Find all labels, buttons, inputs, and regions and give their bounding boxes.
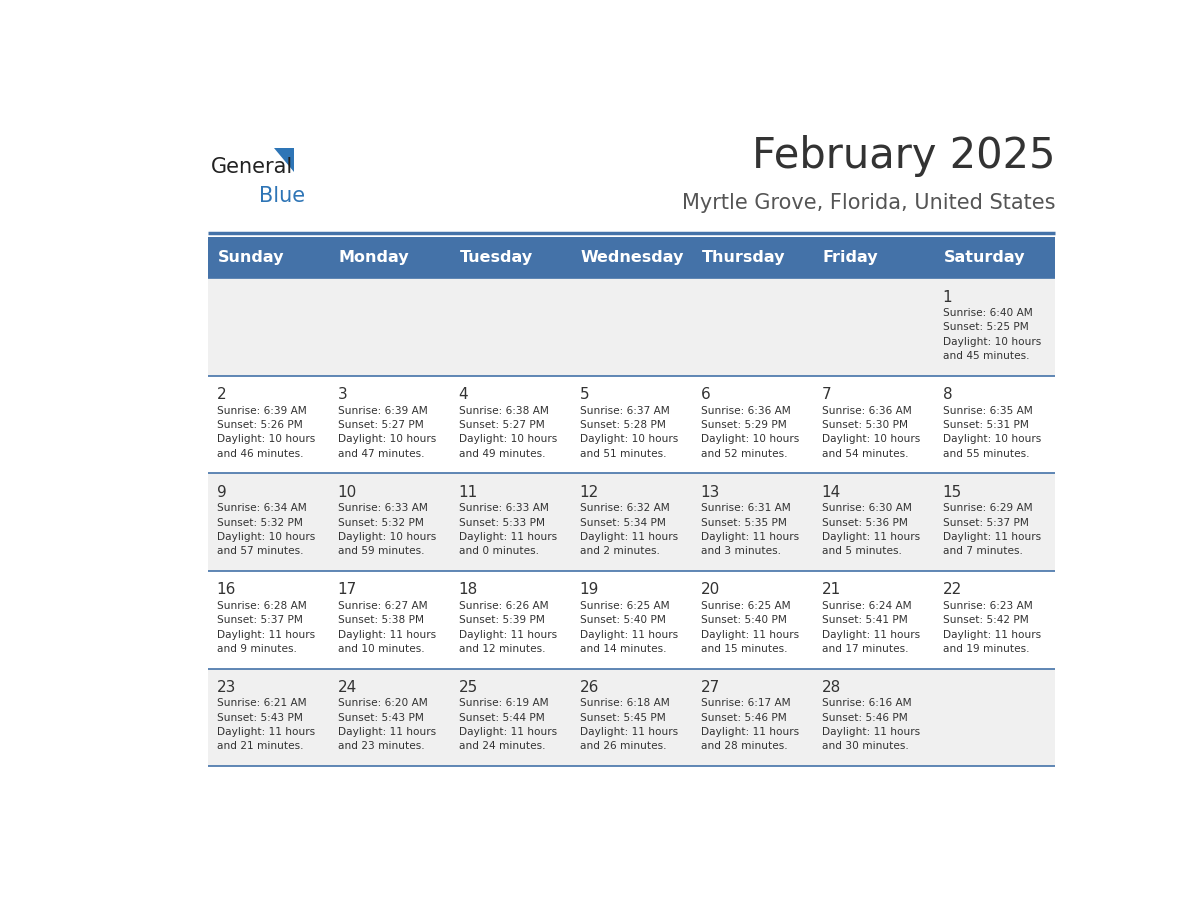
Text: Sunrise: 6:16 AM
Sunset: 5:46 PM
Daylight: 11 hours
and 30 minutes.: Sunrise: 6:16 AM Sunset: 5:46 PM Dayligh… xyxy=(822,699,920,752)
Text: 11: 11 xyxy=(459,485,478,499)
Text: 20: 20 xyxy=(701,582,720,598)
Text: 4: 4 xyxy=(459,387,468,402)
Text: Sunrise: 6:26 AM
Sunset: 5:39 PM
Daylight: 11 hours
and 12 minutes.: Sunrise: 6:26 AM Sunset: 5:39 PM Dayligh… xyxy=(459,600,557,654)
Text: 26: 26 xyxy=(580,680,599,695)
Text: February 2025: February 2025 xyxy=(752,135,1055,177)
Text: Sunrise: 6:33 AM
Sunset: 5:32 PM
Daylight: 10 hours
and 59 minutes.: Sunrise: 6:33 AM Sunset: 5:32 PM Dayligh… xyxy=(337,503,436,556)
Text: 18: 18 xyxy=(459,582,478,598)
Text: Tuesday: Tuesday xyxy=(460,251,532,265)
FancyBboxPatch shape xyxy=(208,474,1055,571)
Text: Sunrise: 6:23 AM
Sunset: 5:42 PM
Daylight: 11 hours
and 19 minutes.: Sunrise: 6:23 AM Sunset: 5:42 PM Dayligh… xyxy=(942,600,1041,654)
Text: Saturday: Saturday xyxy=(943,251,1025,265)
Text: 3: 3 xyxy=(337,387,347,402)
Text: Sunrise: 6:25 AM
Sunset: 5:40 PM
Daylight: 11 hours
and 15 minutes.: Sunrise: 6:25 AM Sunset: 5:40 PM Dayligh… xyxy=(701,600,798,654)
Text: Friday: Friday xyxy=(822,251,878,265)
Text: 24: 24 xyxy=(337,680,356,695)
Text: Sunrise: 6:33 AM
Sunset: 5:33 PM
Daylight: 11 hours
and 0 minutes.: Sunrise: 6:33 AM Sunset: 5:33 PM Dayligh… xyxy=(459,503,557,556)
Text: Thursday: Thursday xyxy=(702,251,785,265)
Text: 17: 17 xyxy=(337,582,356,598)
Text: 15: 15 xyxy=(942,485,962,499)
Text: Wednesday: Wednesday xyxy=(581,251,684,265)
Text: Sunrise: 6:25 AM
Sunset: 5:40 PM
Daylight: 11 hours
and 14 minutes.: Sunrise: 6:25 AM Sunset: 5:40 PM Dayligh… xyxy=(580,600,678,654)
Text: Sunrise: 6:28 AM
Sunset: 5:37 PM
Daylight: 11 hours
and 9 minutes.: Sunrise: 6:28 AM Sunset: 5:37 PM Dayligh… xyxy=(216,600,315,654)
Text: Sunrise: 6:34 AM
Sunset: 5:32 PM
Daylight: 10 hours
and 57 minutes.: Sunrise: 6:34 AM Sunset: 5:32 PM Dayligh… xyxy=(216,503,315,556)
Text: Sunrise: 6:36 AM
Sunset: 5:29 PM
Daylight: 10 hours
and 52 minutes.: Sunrise: 6:36 AM Sunset: 5:29 PM Dayligh… xyxy=(701,406,798,459)
Text: Sunrise: 6:40 AM
Sunset: 5:25 PM
Daylight: 10 hours
and 45 minutes.: Sunrise: 6:40 AM Sunset: 5:25 PM Dayligh… xyxy=(942,308,1041,362)
Polygon shape xyxy=(273,149,293,173)
Text: 1: 1 xyxy=(942,290,953,305)
Text: Sunrise: 6:24 AM
Sunset: 5:41 PM
Daylight: 11 hours
and 17 minutes.: Sunrise: 6:24 AM Sunset: 5:41 PM Dayligh… xyxy=(822,600,920,654)
Text: 14: 14 xyxy=(822,485,841,499)
Text: 7: 7 xyxy=(822,387,832,402)
Text: Sunrise: 6:21 AM
Sunset: 5:43 PM
Daylight: 11 hours
and 21 minutes.: Sunrise: 6:21 AM Sunset: 5:43 PM Dayligh… xyxy=(216,699,315,752)
Text: Sunrise: 6:39 AM
Sunset: 5:26 PM
Daylight: 10 hours
and 46 minutes.: Sunrise: 6:39 AM Sunset: 5:26 PM Dayligh… xyxy=(216,406,315,459)
Text: Sunrise: 6:18 AM
Sunset: 5:45 PM
Daylight: 11 hours
and 26 minutes.: Sunrise: 6:18 AM Sunset: 5:45 PM Dayligh… xyxy=(580,699,678,752)
Text: 27: 27 xyxy=(701,680,720,695)
Text: 25: 25 xyxy=(459,680,478,695)
Text: 13: 13 xyxy=(701,485,720,499)
Text: Sunday: Sunday xyxy=(217,251,284,265)
Text: Monday: Monday xyxy=(339,251,409,265)
FancyBboxPatch shape xyxy=(208,238,1055,278)
FancyBboxPatch shape xyxy=(208,278,1055,376)
Text: 5: 5 xyxy=(580,387,589,402)
Text: 28: 28 xyxy=(822,680,841,695)
FancyBboxPatch shape xyxy=(208,376,1055,474)
Text: Sunrise: 6:32 AM
Sunset: 5:34 PM
Daylight: 11 hours
and 2 minutes.: Sunrise: 6:32 AM Sunset: 5:34 PM Dayligh… xyxy=(580,503,678,556)
Text: 12: 12 xyxy=(580,485,599,499)
Text: Myrtle Grove, Florida, United States: Myrtle Grove, Florida, United States xyxy=(682,194,1055,214)
Text: Sunrise: 6:38 AM
Sunset: 5:27 PM
Daylight: 10 hours
and 49 minutes.: Sunrise: 6:38 AM Sunset: 5:27 PM Dayligh… xyxy=(459,406,557,459)
Text: 21: 21 xyxy=(822,582,841,598)
Text: Sunrise: 6:39 AM
Sunset: 5:27 PM
Daylight: 10 hours
and 47 minutes.: Sunrise: 6:39 AM Sunset: 5:27 PM Dayligh… xyxy=(337,406,436,459)
Text: Sunrise: 6:37 AM
Sunset: 5:28 PM
Daylight: 10 hours
and 51 minutes.: Sunrise: 6:37 AM Sunset: 5:28 PM Dayligh… xyxy=(580,406,678,459)
Text: Sunrise: 6:29 AM
Sunset: 5:37 PM
Daylight: 11 hours
and 7 minutes.: Sunrise: 6:29 AM Sunset: 5:37 PM Dayligh… xyxy=(942,503,1041,556)
Text: 22: 22 xyxy=(942,582,962,598)
Text: 19: 19 xyxy=(580,582,599,598)
Text: Sunrise: 6:36 AM
Sunset: 5:30 PM
Daylight: 10 hours
and 54 minutes.: Sunrise: 6:36 AM Sunset: 5:30 PM Dayligh… xyxy=(822,406,920,459)
FancyBboxPatch shape xyxy=(208,571,1055,668)
Text: Sunrise: 6:17 AM
Sunset: 5:46 PM
Daylight: 11 hours
and 28 minutes.: Sunrise: 6:17 AM Sunset: 5:46 PM Dayligh… xyxy=(701,699,798,752)
Text: 16: 16 xyxy=(216,582,236,598)
Text: Sunrise: 6:35 AM
Sunset: 5:31 PM
Daylight: 10 hours
and 55 minutes.: Sunrise: 6:35 AM Sunset: 5:31 PM Dayligh… xyxy=(942,406,1041,459)
Text: Sunrise: 6:30 AM
Sunset: 5:36 PM
Daylight: 11 hours
and 5 minutes.: Sunrise: 6:30 AM Sunset: 5:36 PM Dayligh… xyxy=(822,503,920,556)
Text: 6: 6 xyxy=(701,387,710,402)
Text: Sunrise: 6:27 AM
Sunset: 5:38 PM
Daylight: 11 hours
and 10 minutes.: Sunrise: 6:27 AM Sunset: 5:38 PM Dayligh… xyxy=(337,600,436,654)
Text: Sunrise: 6:19 AM
Sunset: 5:44 PM
Daylight: 11 hours
and 24 minutes.: Sunrise: 6:19 AM Sunset: 5:44 PM Dayligh… xyxy=(459,699,557,752)
Text: General: General xyxy=(211,157,293,176)
Text: Sunrise: 6:31 AM
Sunset: 5:35 PM
Daylight: 11 hours
and 3 minutes.: Sunrise: 6:31 AM Sunset: 5:35 PM Dayligh… xyxy=(701,503,798,556)
Text: 2: 2 xyxy=(216,387,226,402)
Text: 23: 23 xyxy=(216,680,236,695)
FancyBboxPatch shape xyxy=(208,668,1055,767)
Text: 10: 10 xyxy=(337,485,356,499)
Text: Sunrise: 6:20 AM
Sunset: 5:43 PM
Daylight: 11 hours
and 23 minutes.: Sunrise: 6:20 AM Sunset: 5:43 PM Dayligh… xyxy=(337,699,436,752)
Text: 8: 8 xyxy=(942,387,953,402)
Text: Blue: Blue xyxy=(259,186,305,207)
Text: 9: 9 xyxy=(216,485,227,499)
